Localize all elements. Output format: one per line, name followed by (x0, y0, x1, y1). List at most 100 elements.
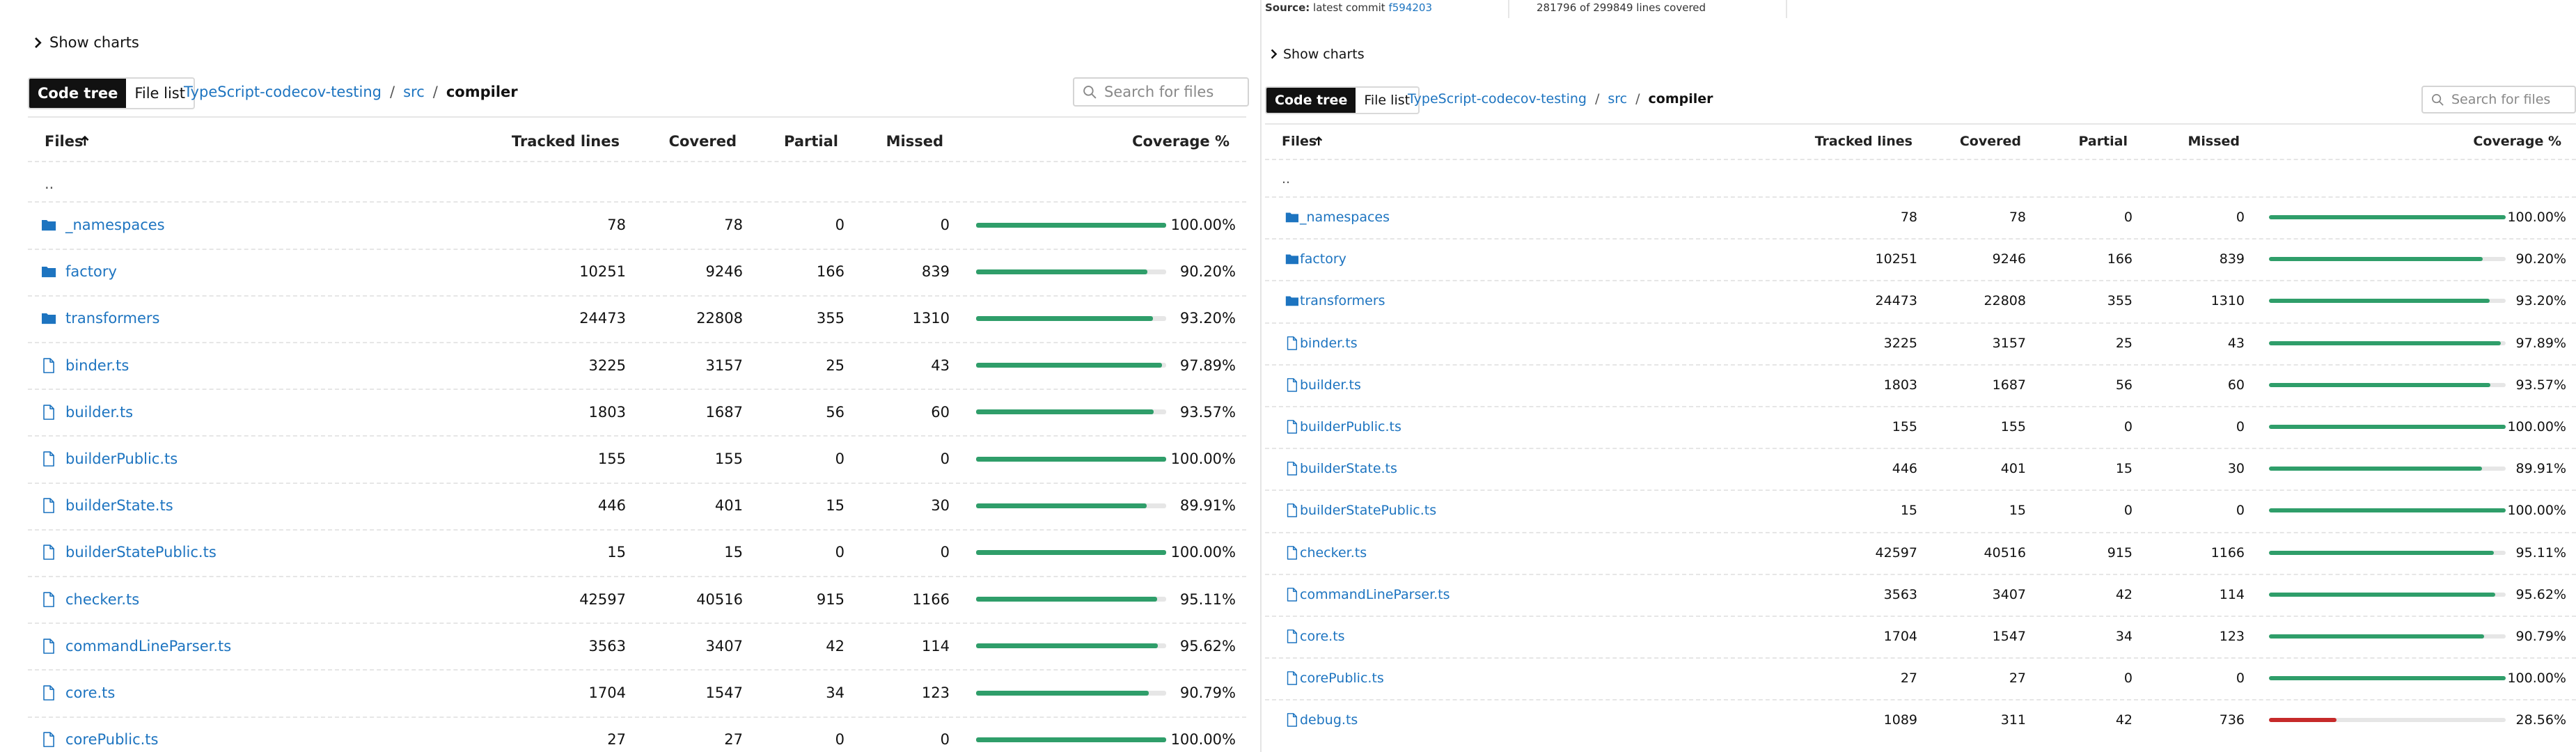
file-name[interactable]: commandLineParser.ts (65, 637, 232, 655)
right-panel: Source: latest commit f594203 281796 of … (1262, 0, 2576, 752)
folder-icon (1285, 212, 1299, 223)
column-header[interactable]: Coverage % (1132, 133, 1230, 150)
file-name[interactable]: checker.ts (65, 590, 140, 608)
column-header[interactable]: Coverage % (2473, 134, 2561, 149)
column-header[interactable]: Covered (668, 133, 737, 150)
column-header[interactable]: Covered (1959, 134, 2021, 149)
tracked-cell: 15 (607, 544, 626, 561)
file-name[interactable]: builderPublic.ts (1300, 419, 1401, 434)
file-name[interactable]: builder.ts (65, 403, 134, 421)
folder-name[interactable]: _namespaces (65, 217, 165, 233)
search-placeholder: Search for files (1104, 84, 1214, 100)
file-name[interactable]: debug.ts (1300, 712, 1358, 728)
coverage-bar (2269, 467, 2482, 471)
folder-name[interactable]: _namespaces (1300, 210, 1390, 225)
tracked-cell: 42597 (579, 590, 626, 608)
search-box[interactable]: Search for files (2421, 86, 2576, 113)
breadcrumb-item[interactable]: src (1608, 91, 1628, 107)
column-header[interactable]: Tracked lines (1814, 134, 1913, 149)
tab[interactable]: File list (134, 85, 185, 102)
column-header[interactable]: Partial (784, 133, 838, 150)
covered-cell: 9246 (1992, 251, 2026, 267)
covered-cell: 1687 (1992, 377, 2026, 393)
chevron-icon (1271, 49, 1278, 59)
tracked-cell: 27 (1900, 671, 1917, 687)
chevron-icon (35, 37, 42, 48)
folder-name[interactable]: transformers (65, 310, 160, 327)
coverage-track (2269, 634, 2506, 639)
file-icon (43, 638, 54, 654)
coverage-track (2269, 592, 2506, 597)
file-name[interactable]: builderState.ts (1300, 461, 1397, 477)
tracked-cell: 42597 (1875, 545, 1917, 561)
covered-cell: 27 (724, 731, 743, 749)
coverage-label: 93.57% (2515, 377, 2566, 393)
file-name[interactable]: builderStatePublic.ts (1300, 503, 1437, 519)
left-panel: Show charts Code tree File list TypeScript-… (0, 0, 1262, 752)
file-icon (43, 498, 54, 514)
column-header[interactable]: Tracked lines (511, 133, 620, 150)
coverage-label: 100.00% (1170, 217, 1236, 233)
tracked-cell: 78 (1900, 210, 1917, 225)
breadcrumb: TypeScript-codecov-testing / src / compiler (1408, 91, 1713, 107)
show-charts[interactable]: Show charts (1283, 47, 1365, 62)
coverage-track (976, 409, 1166, 415)
folder-name[interactable]: factory (65, 263, 117, 281)
column-header[interactable]: Files (45, 133, 84, 150)
file-name[interactable]: checker.ts (1300, 545, 1367, 561)
commit-link[interactable]: f594203 (1388, 1, 1432, 14)
divider (1265, 123, 2576, 125)
coverage-track (976, 643, 1166, 649)
breadcrumb-separator: / (1635, 91, 1640, 107)
lines-covered: 281796 of 299849 lines covered (1537, 1, 1706, 14)
column-header[interactable]: Partial (2078, 134, 2128, 149)
tabs: Code tree File list (28, 77, 195, 109)
folder-name[interactable]: factory (1300, 251, 1346, 267)
tab[interactable]: File list (1364, 93, 1411, 108)
column-header[interactable]: Files (1282, 134, 1317, 149)
breadcrumb-item[interactable]: TypeScript-codecov-testing (184, 84, 382, 100)
file-name[interactable]: core.ts (1300, 629, 1345, 644)
tab[interactable]: Code tree (29, 79, 127, 108)
file-name[interactable]: binder.ts (1300, 335, 1358, 351)
coverage-bar (976, 269, 1148, 274)
divider (28, 389, 1246, 391)
coverage-track (2269, 257, 2506, 262)
column-header[interactable]: Missed (2188, 134, 2240, 149)
tab[interactable]: Code tree (1266, 88, 1356, 113)
tracked-cell: 10251 (579, 263, 626, 281)
missed-cell: 839 (2219, 251, 2245, 267)
file-icon (1287, 503, 1298, 518)
coverage-label: 100.00% (2507, 503, 2566, 519)
file-icon (1287, 587, 1298, 602)
parent-row[interactable]: .. (45, 175, 54, 192)
divider (1265, 322, 2576, 324)
file-name[interactable]: builderPublic.ts (65, 451, 178, 467)
coverage-bar (976, 363, 1163, 368)
tracked-cell: 24473 (1875, 293, 1917, 309)
tracked-cell: 3225 (588, 357, 626, 374)
partial-cell: 166 (816, 263, 845, 281)
column-header[interactable]: Missed (886, 133, 943, 150)
file-name[interactable]: builderState.ts (65, 497, 173, 515)
breadcrumb-item[interactable]: TypeScript-codecov-testing (1408, 91, 1587, 107)
file-name[interactable]: builder.ts (1300, 377, 1361, 393)
file-icon (43, 451, 54, 467)
file-name[interactable]: core.ts (65, 684, 116, 701)
search-box[interactable]: Search for files (1073, 77, 1249, 107)
file-name[interactable]: corePublic.ts (65, 731, 159, 749)
file-icon (43, 404, 54, 420)
tracked-cell: 78 (607, 217, 626, 233)
divider (28, 248, 1246, 250)
breadcrumb-item[interactable]: src (403, 84, 425, 100)
file-name[interactable]: builderStatePublic.ts (65, 544, 217, 561)
file-name[interactable]: commandLineParser.ts (1300, 586, 1450, 602)
show-charts[interactable]: Show charts (49, 34, 139, 51)
parent-row[interactable]: .. (1282, 171, 1291, 187)
file-name[interactable]: corePublic.ts (1300, 671, 1384, 687)
folder-name[interactable]: transformers (1300, 293, 1385, 309)
tracked-cell: 24473 (579, 310, 626, 327)
divider (28, 576, 1246, 577)
file-name[interactable]: binder.ts (65, 357, 129, 374)
missed-cell: 1310 (912, 310, 950, 327)
